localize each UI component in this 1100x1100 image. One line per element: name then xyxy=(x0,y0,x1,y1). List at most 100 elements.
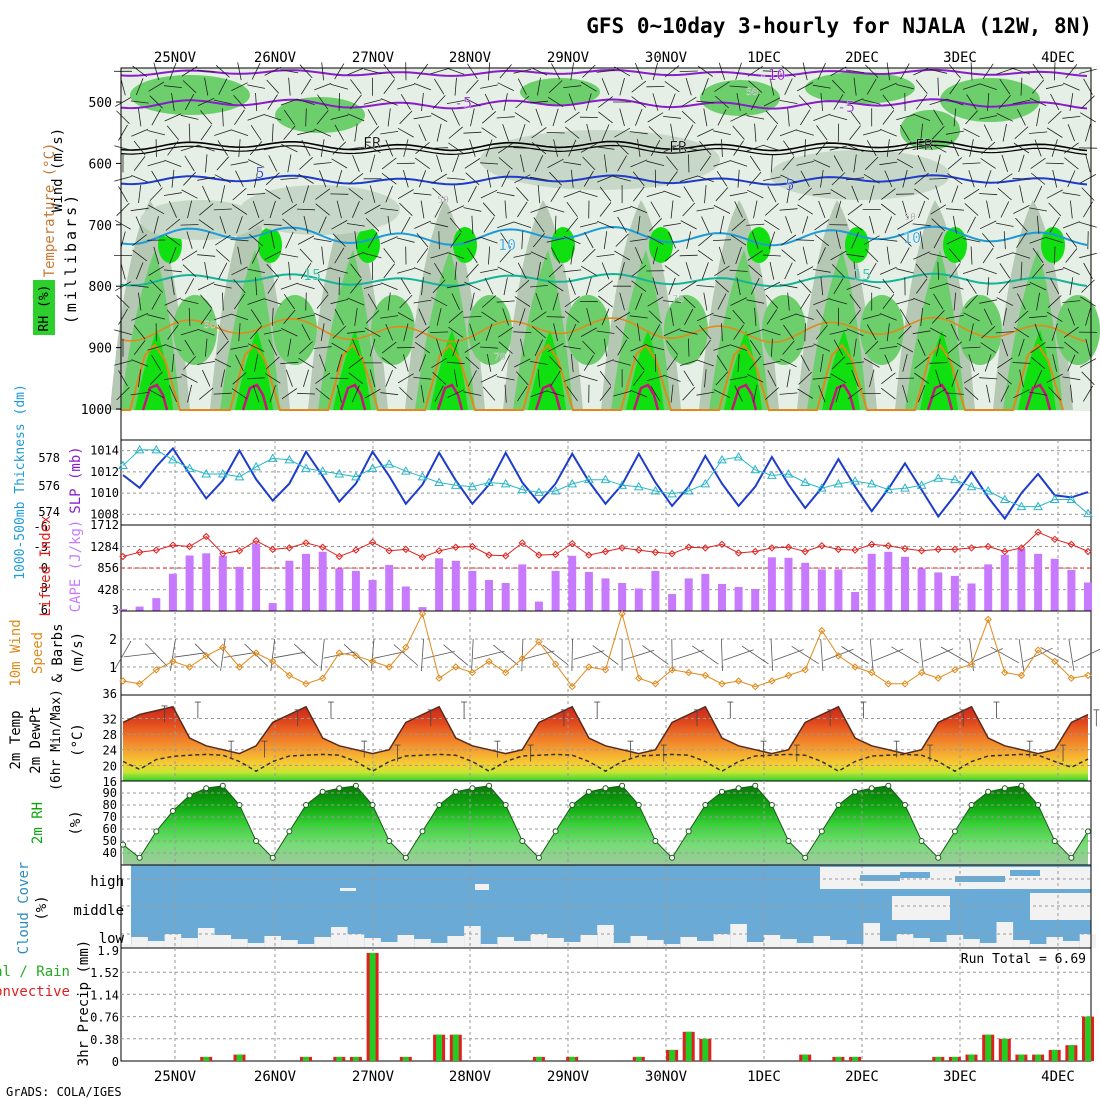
wind-barb xyxy=(851,369,859,387)
wind-barb xyxy=(663,190,681,198)
wind-barb xyxy=(205,154,208,173)
wind-barb xyxy=(165,218,181,231)
wind-barb xyxy=(438,231,440,250)
wind-barb xyxy=(947,341,963,354)
thickness-marker xyxy=(450,480,461,489)
wind-barb xyxy=(951,369,959,387)
low-cloud-block xyxy=(114,944,132,948)
lifted-index-marker xyxy=(135,548,144,556)
precip-total-bar xyxy=(1085,1016,1091,1061)
wind-barb xyxy=(149,95,163,109)
wind-barb xyxy=(452,154,460,173)
precip-unit-label: 3hr Precip (mm) xyxy=(76,940,92,1066)
wind-barb xyxy=(1019,185,1024,203)
wind-barb xyxy=(1079,174,1097,184)
wind10-speed-marker xyxy=(1001,668,1009,677)
lifted-index-marker xyxy=(402,545,410,554)
wind-barb xyxy=(283,125,296,140)
wind-barb xyxy=(563,190,581,198)
wind-barb xyxy=(247,268,265,273)
wind-barb xyxy=(986,200,991,219)
wind10-barb xyxy=(573,650,605,660)
wind-barb xyxy=(900,247,910,264)
thickness-marker xyxy=(400,466,411,475)
wind-barb xyxy=(1018,154,1025,173)
wind-barb xyxy=(797,204,814,215)
precip-total-bar xyxy=(835,1056,842,1061)
rh2m-marker xyxy=(569,802,576,808)
rh2m-marker xyxy=(436,802,443,808)
wind-barb xyxy=(753,200,758,219)
wind-barb xyxy=(114,360,132,366)
wind-barb xyxy=(917,339,926,356)
wind-barb xyxy=(617,339,627,356)
wind-barb xyxy=(566,217,579,233)
wind-barb xyxy=(713,389,731,399)
rh-upper-patch xyxy=(520,78,600,106)
wind10-barb xyxy=(170,639,176,671)
bottom-date-label: 25NOV xyxy=(154,1069,197,1085)
wind-barb xyxy=(317,278,329,294)
wind10-speed-label: Speed xyxy=(30,632,46,674)
wind-barb xyxy=(697,249,713,262)
wind-barb xyxy=(1064,157,1079,170)
wind-barb xyxy=(297,283,315,290)
wind-barb xyxy=(633,186,645,202)
wind10-speed-marker xyxy=(834,652,843,660)
wind-barb xyxy=(935,369,942,388)
bottom-date-label: 2DEC xyxy=(845,1069,879,1085)
wind-barb xyxy=(200,110,213,125)
thickness-tick-label: 578 xyxy=(38,451,60,465)
wind-barb xyxy=(783,140,795,156)
wind-barb xyxy=(168,201,177,218)
wind10-speed-marker xyxy=(585,663,593,671)
cloud-unit-label: (%) xyxy=(34,895,50,920)
wind-barb xyxy=(488,62,491,81)
contour-label: 15 xyxy=(853,266,871,284)
wind-barb xyxy=(553,323,558,342)
wind-barb xyxy=(830,189,847,200)
wind-barb xyxy=(380,208,399,211)
low-cloud-block xyxy=(563,942,581,948)
wind-barb xyxy=(215,249,230,262)
wind-barb xyxy=(230,313,249,321)
top-date-label: 26NOV xyxy=(254,50,297,66)
wind-barb xyxy=(685,77,692,96)
wind-barb xyxy=(481,127,497,139)
cape-bar xyxy=(1034,553,1043,611)
wind-barb xyxy=(149,279,163,293)
wind10-barb xyxy=(421,638,424,672)
contour-label: 10 xyxy=(903,229,921,247)
temp-contour-20 xyxy=(121,343,1064,411)
wind-barb xyxy=(896,342,914,353)
temp2m-tick-label: 20 xyxy=(103,759,117,773)
rh2m-fill xyxy=(123,785,1088,865)
wind-barb xyxy=(647,112,664,123)
wind-barb xyxy=(385,139,394,157)
wind-barb xyxy=(886,323,890,342)
rh2m-marker xyxy=(186,792,193,799)
wind-barb xyxy=(715,279,729,293)
wind-barb xyxy=(546,206,565,213)
wind-barb xyxy=(680,281,697,292)
thickness-marker xyxy=(983,485,994,495)
wind-barb xyxy=(918,385,926,403)
wind-barb xyxy=(147,160,166,167)
upper-air-blank-strip xyxy=(121,411,1091,440)
wind-barb xyxy=(951,185,959,203)
wind-barb xyxy=(1080,296,1096,307)
wind-barb xyxy=(303,369,309,388)
rh2m-marker xyxy=(469,785,476,792)
wind-barb xyxy=(933,109,944,126)
wind-barb xyxy=(930,143,947,153)
wind-barb xyxy=(169,246,177,265)
wind-barb xyxy=(1050,278,1060,295)
wind-barb xyxy=(900,63,910,80)
wind-barb xyxy=(679,70,698,72)
wind-barb xyxy=(831,264,845,278)
wind-barb xyxy=(264,66,281,76)
wind-barb xyxy=(297,99,315,105)
cape-bar xyxy=(751,589,760,611)
wind-barb xyxy=(1070,200,1073,219)
wind-barb xyxy=(434,262,445,279)
